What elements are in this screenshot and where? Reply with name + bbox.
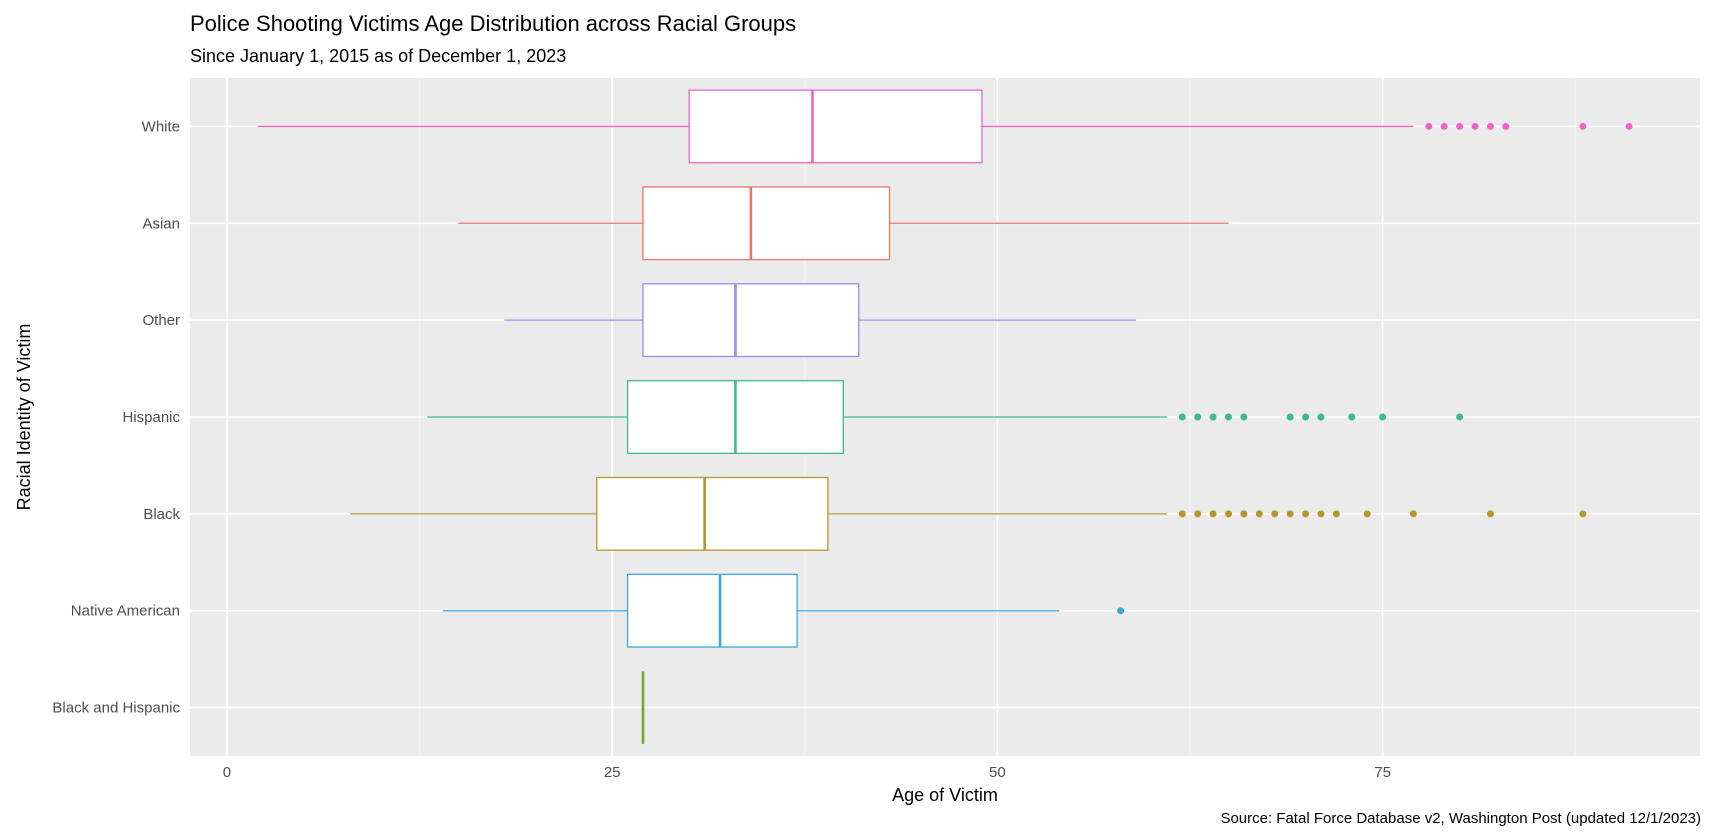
outlier-point	[1440, 122, 1448, 130]
box-iqr	[626, 573, 798, 648]
x-tick-label: 25	[604, 764, 621, 781]
x-tick-label: 75	[1374, 764, 1391, 781]
outlier-point	[1209, 510, 1217, 518]
outlier-point	[1425, 122, 1433, 130]
box-asian	[458, 186, 1229, 261]
outlier-point	[1625, 122, 1633, 130]
outlier-point	[1302, 510, 1310, 518]
y-axis-title: Racial Identity of Victim	[14, 324, 34, 511]
boxes	[257, 89, 1633, 744]
outlier-point	[1486, 122, 1494, 130]
box-other	[504, 283, 1137, 358]
outlier-point	[1332, 510, 1340, 518]
outlier-point	[1348, 413, 1356, 421]
outlier-point	[1240, 510, 1248, 518]
outlier-point	[1240, 413, 1248, 421]
outlier-point	[1178, 413, 1186, 421]
outlier-point	[1456, 122, 1464, 130]
outlier-point	[1225, 413, 1233, 421]
outlier-point	[1409, 510, 1417, 518]
outlier-point	[1317, 413, 1325, 421]
chart-title: Police Shooting Victims Age Distribution…	[190, 11, 797, 36]
y-tick-label: White	[142, 118, 180, 135]
outlier-point	[1363, 510, 1371, 518]
outlier-point	[1471, 122, 1479, 130]
x-axis-title: Age of Victim	[892, 785, 998, 805]
x-tick-label: 0	[223, 764, 231, 781]
outlier-point	[1117, 607, 1125, 615]
outlier-point	[1286, 413, 1294, 421]
y-tick-label: Asian	[142, 215, 180, 232]
chart-subtitle: Since January 1, 2015 as of December 1, …	[190, 46, 567, 66]
outlier-point	[1194, 413, 1202, 421]
x-tick-labels: 0 25 50 75	[223, 764, 1391, 781]
y-tick-label: Other	[142, 312, 180, 329]
box-white	[257, 89, 1633, 164]
outlier-point	[1579, 510, 1587, 518]
outlier-point	[1456, 413, 1464, 421]
x-tick-label: 50	[989, 764, 1006, 781]
outlier-point	[1225, 510, 1233, 518]
box-iqr	[642, 283, 860, 358]
y-tick-label: Hispanic	[122, 409, 180, 426]
outlier-point	[1286, 510, 1294, 518]
y-tick-label: Native American	[71, 603, 180, 620]
outlier-point	[1579, 122, 1587, 130]
box-black	[350, 476, 1587, 551]
outlier-point	[1178, 510, 1186, 518]
chart-caption: Source: Fatal Force Database v2, Washing…	[1220, 810, 1701, 827]
y-tick-label: Black and Hispanic	[52, 700, 180, 717]
box-iqr	[642, 186, 891, 261]
box-hispanic	[427, 380, 1464, 454]
outlier-point	[1317, 510, 1325, 518]
box-native-american	[442, 573, 1125, 648]
outlier-point	[1379, 413, 1387, 421]
y-tick-label: Black	[143, 506, 180, 523]
outlier-point	[1255, 510, 1263, 518]
outlier-point	[1502, 122, 1510, 130]
outlier-point	[1486, 510, 1494, 518]
outlier-point	[1271, 510, 1279, 518]
box-iqr	[596, 476, 829, 551]
outlier-point	[1209, 413, 1217, 421]
outlier-point	[1194, 510, 1202, 518]
outlier-point	[1302, 413, 1310, 421]
box-iqr	[688, 89, 983, 164]
y-tick-labels: White Asian Other Hispanic Black Native Ameri…	[52, 118, 180, 716]
